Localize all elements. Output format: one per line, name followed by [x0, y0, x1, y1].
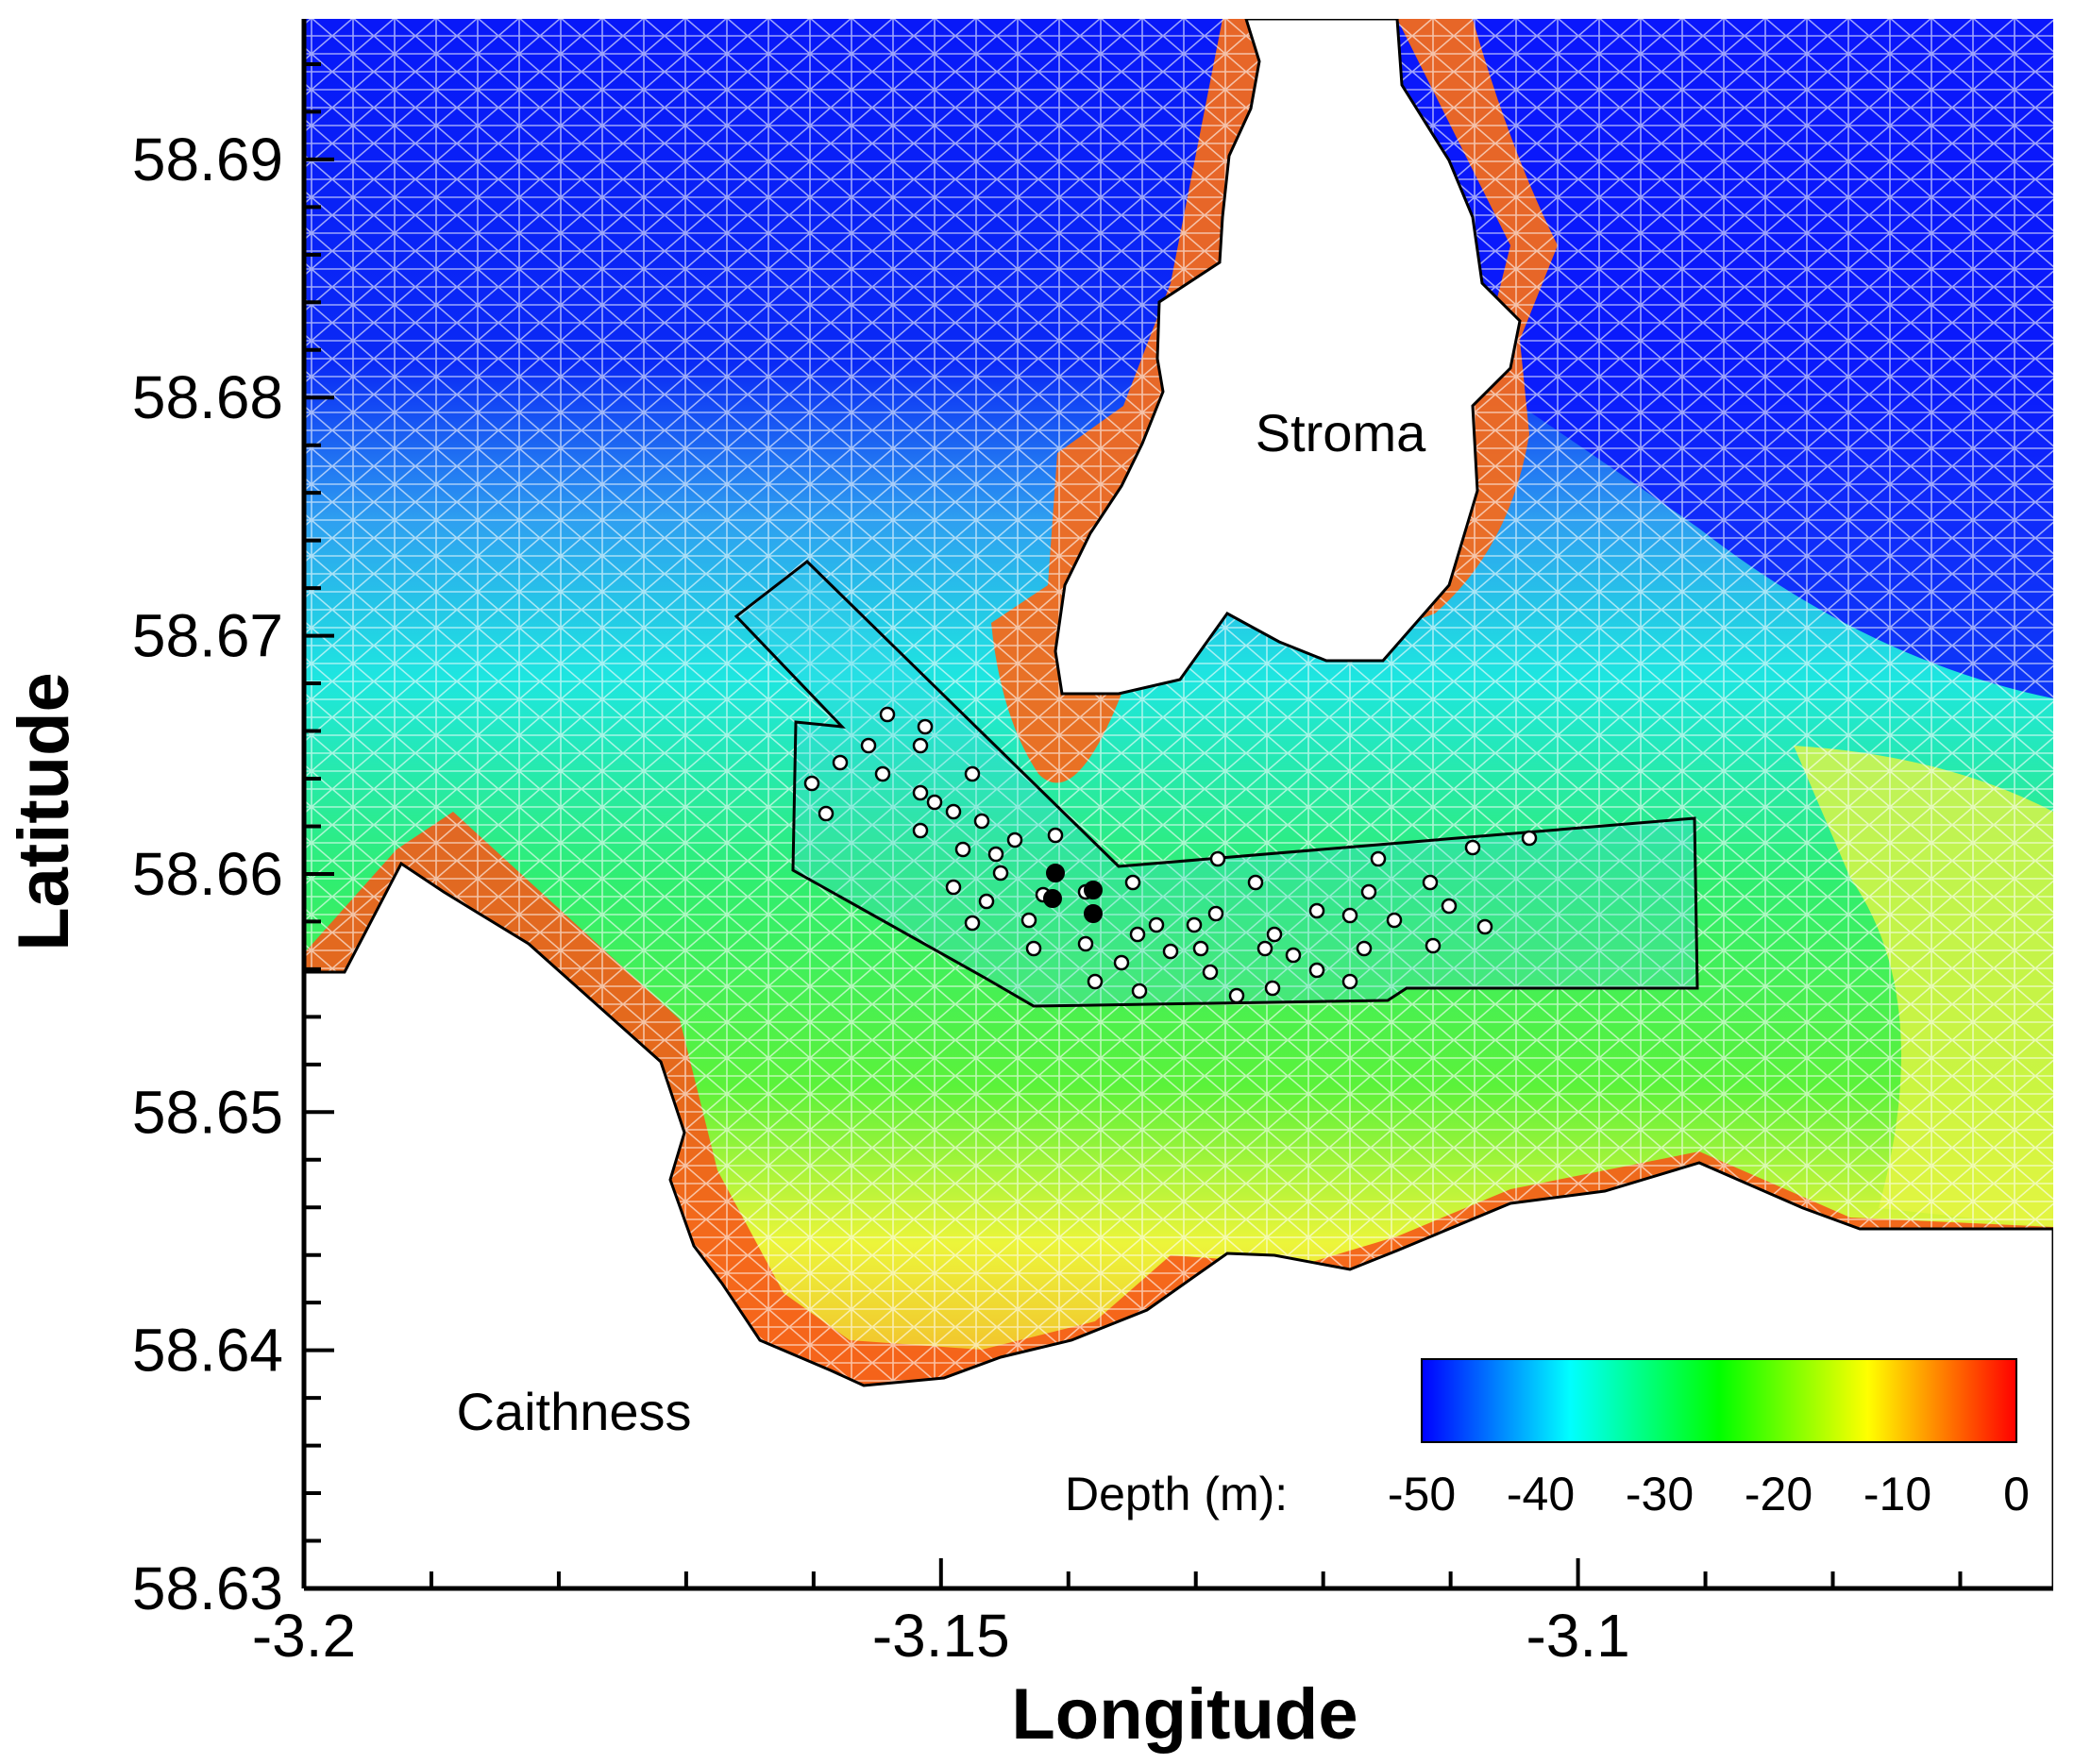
turbine-marker — [1360, 883, 1377, 900]
project-area — [733, 560, 1699, 1008]
y-tick-labels: 58.63 58.64 58.65 58.66 58.67 58.68 58.69 — [132, 126, 283, 1622]
turbine-marker — [945, 879, 962, 896]
turbine-marker — [912, 822, 929, 839]
turbine-marker — [1341, 973, 1358, 990]
turbine-marker — [1266, 926, 1283, 943]
turbine-marker — [1131, 983, 1148, 1000]
turbine-marker — [1464, 839, 1481, 856]
x-tick-label: -3.1 — [1526, 1602, 1629, 1670]
x-tick-label: -3.2 — [252, 1602, 356, 1670]
y-ticks — [304, 61, 334, 1590]
turbine-marker — [1308, 962, 1325, 979]
turbine-marker — [992, 865, 1009, 882]
turbine-marker — [912, 737, 929, 754]
turbine-marker — [1148, 916, 1165, 933]
turbine-marker — [954, 841, 971, 858]
y-tick-label: 58.65 — [132, 1078, 283, 1146]
caithness-label: Caithness — [456, 1382, 691, 1441]
turbine-marker — [1186, 916, 1203, 933]
project-area-outline — [733, 560, 1699, 1008]
turbine-marker — [1020, 912, 1037, 929]
turbine-marker — [1129, 926, 1146, 943]
turbine-marker — [1087, 973, 1104, 990]
colorbar-tick-label: -50 — [1388, 1468, 1456, 1520]
turbine-marker — [1113, 954, 1130, 971]
turbine-marker — [1264, 980, 1281, 997]
turbine-marker — [1341, 907, 1358, 924]
turbine-marker-filled — [1084, 881, 1103, 899]
turbine-marker — [917, 718, 934, 735]
turbine-marker — [818, 805, 835, 822]
depth-colorbar: Depth (m): -50 -40 -30 -20 -10 0 — [1065, 1358, 2030, 1520]
turbine-marker — [945, 803, 962, 820]
y-tick-label: 58.67 — [132, 602, 283, 670]
turbine-marker — [1047, 827, 1064, 844]
turbine-marker — [1422, 874, 1439, 891]
y-tick-label: 58.69 — [132, 126, 283, 193]
colorbar-label: Depth (m): — [1065, 1468, 1288, 1520]
turbine-marker — [1356, 940, 1373, 957]
turbine-marker — [1077, 935, 1094, 952]
turbine-marker — [1207, 905, 1224, 922]
colorbar-gradient — [1421, 1358, 2017, 1443]
turbine-marker — [1441, 898, 1458, 915]
stroma-label: Stroma — [1256, 403, 1426, 462]
turbine-marker — [973, 813, 990, 830]
turbine-marker — [964, 765, 981, 782]
x-tick-labels: -3.2 -3.15 -3.1 — [252, 1602, 1630, 1670]
colorbar-tick-labels: -50 -40 -30 -20 -10 0 — [1388, 1468, 2030, 1520]
turbine-marker — [1025, 940, 1042, 957]
turbine-marker — [1425, 937, 1442, 954]
turbine-marker — [1192, 940, 1209, 957]
stroma-island — [1054, 19, 1522, 696]
turbine-marker — [1386, 912, 1403, 929]
colorbar-tick-label: -10 — [1863, 1468, 1931, 1520]
turbine-marker-filled — [1084, 904, 1103, 923]
y-tick-label: 58.68 — [132, 363, 283, 431]
turbine-marker — [1476, 918, 1493, 935]
colorbar-tick-label: -40 — [1507, 1468, 1575, 1520]
turbine-marker — [1006, 832, 1023, 848]
axes-frame: -3.2 -3.15 -3.1 58.6358.6458.6558.6658.675… — [132, 19, 2053, 1670]
colorbar-tick-label: 0 — [2003, 1468, 2030, 1520]
turbine-marker-filled — [1043, 889, 1062, 908]
turbine-marker — [1308, 902, 1325, 919]
turbine-marker — [860, 737, 877, 754]
turbine-array — [803, 706, 1538, 1004]
turbine-marker — [874, 765, 891, 782]
turbine-marker — [1124, 874, 1141, 891]
turbine-marker — [987, 846, 1004, 863]
colorbar-tick-label: -30 — [1626, 1468, 1694, 1520]
turbine-marker-filled — [1046, 864, 1065, 882]
turbine-marker — [832, 754, 849, 771]
turbine-marker — [1247, 874, 1264, 891]
turbine-marker — [803, 775, 820, 792]
turbine-marker — [1370, 850, 1387, 867]
turbine-marker — [1209, 850, 1226, 867]
turbine-marker — [926, 794, 943, 811]
colorbar-tick-label: -20 — [1745, 1468, 1813, 1520]
y-tick-label: 58.66 — [132, 840, 283, 908]
x-ticks — [302, 1558, 1963, 1588]
y-axis-title: Latitude — [4, 672, 84, 951]
x-tick-label: -3.15 — [872, 1602, 1010, 1670]
turbine-marker — [1285, 947, 1302, 964]
turbine-marker — [912, 784, 929, 801]
turbine-marker — [964, 915, 981, 932]
x-axis-title: Longitude — [1011, 1674, 1357, 1755]
turbine-marker — [1228, 987, 1245, 1004]
turbine-marker — [1256, 940, 1273, 957]
turbine-marker — [879, 706, 896, 723]
turbine-marker — [1202, 964, 1219, 981]
turbine-marker — [1162, 943, 1179, 960]
turbine-marker — [978, 893, 995, 910]
plot-area — [304, 19, 2053, 1588]
y-tick-label: 58.64 — [132, 1317, 283, 1385]
y-tick-label: 58.63 — [132, 1554, 283, 1622]
turbine-marker — [1521, 830, 1538, 847]
